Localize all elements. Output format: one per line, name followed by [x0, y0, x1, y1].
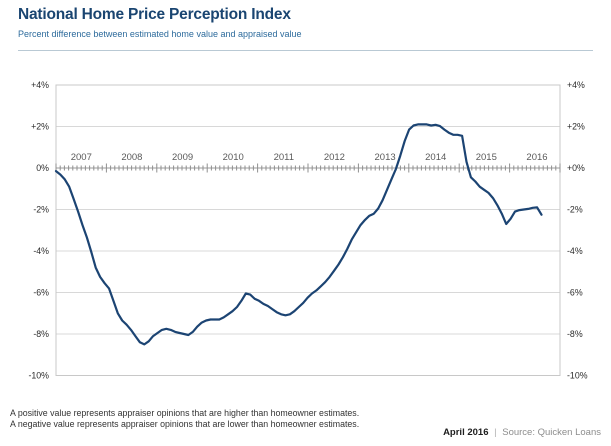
year-label: 2016 — [526, 152, 547, 163]
year-label: 2008 — [121, 152, 142, 163]
year-label: 2009 — [172, 152, 193, 163]
source-separator: | — [494, 427, 497, 438]
y-axis-label-right: -4% — [567, 246, 583, 256]
y-axis-label-left: +2% — [31, 122, 49, 132]
year-label: 2013 — [375, 152, 396, 163]
y-axis-label-left: -4% — [33, 246, 49, 256]
y-axis-label-right: +2% — [567, 122, 585, 132]
source-credit: Source: Quicken Loans — [502, 427, 601, 438]
year-label: 2007 — [71, 152, 92, 163]
y-axis-label-right: +4% — [567, 80, 585, 90]
perception-index-line — [54, 123, 543, 346]
year-label: 2015 — [476, 152, 497, 163]
page-title: National Home Price Perception Index — [18, 6, 291, 23]
year-label: 2012 — [324, 152, 345, 163]
y-axis-label-right: +0% — [567, 163, 585, 173]
y-axis-label-right: -6% — [567, 288, 583, 298]
y-axis-label-right: -2% — [567, 205, 583, 215]
y-axis-label-left: -10% — [28, 371, 49, 381]
footnotes: A positive value represents appraiser op… — [10, 408, 359, 430]
header-divider — [18, 50, 593, 51]
y-axis-label-right: -10% — [567, 371, 588, 381]
year-label: 2014 — [425, 152, 446, 163]
y-axis-label-left: +4% — [31, 80, 49, 90]
y-axis-label-right: -8% — [567, 329, 583, 339]
source-line: April 2016 | Source: Quicken Loans — [443, 427, 601, 438]
plot-frame — [55, 84, 561, 376]
publication-date: April 2016 — [443, 427, 489, 438]
y-axis-label-left: -8% — [33, 329, 49, 339]
footnote-positive: A positive value represents appraiser op… — [10, 408, 360, 418]
footnote-negative: A negative value represents appraiser op… — [10, 419, 360, 429]
page-subtitle: Percent difference between estimated hom… — [18, 29, 302, 39]
y-axis-label-left: -2% — [33, 205, 49, 215]
year-label: 2011 — [274, 152, 294, 163]
y-axis-label-left: 0% — [36, 163, 49, 173]
year-label: 2010 — [223, 152, 244, 163]
y-axis-label-left: -6% — [33, 288, 49, 298]
